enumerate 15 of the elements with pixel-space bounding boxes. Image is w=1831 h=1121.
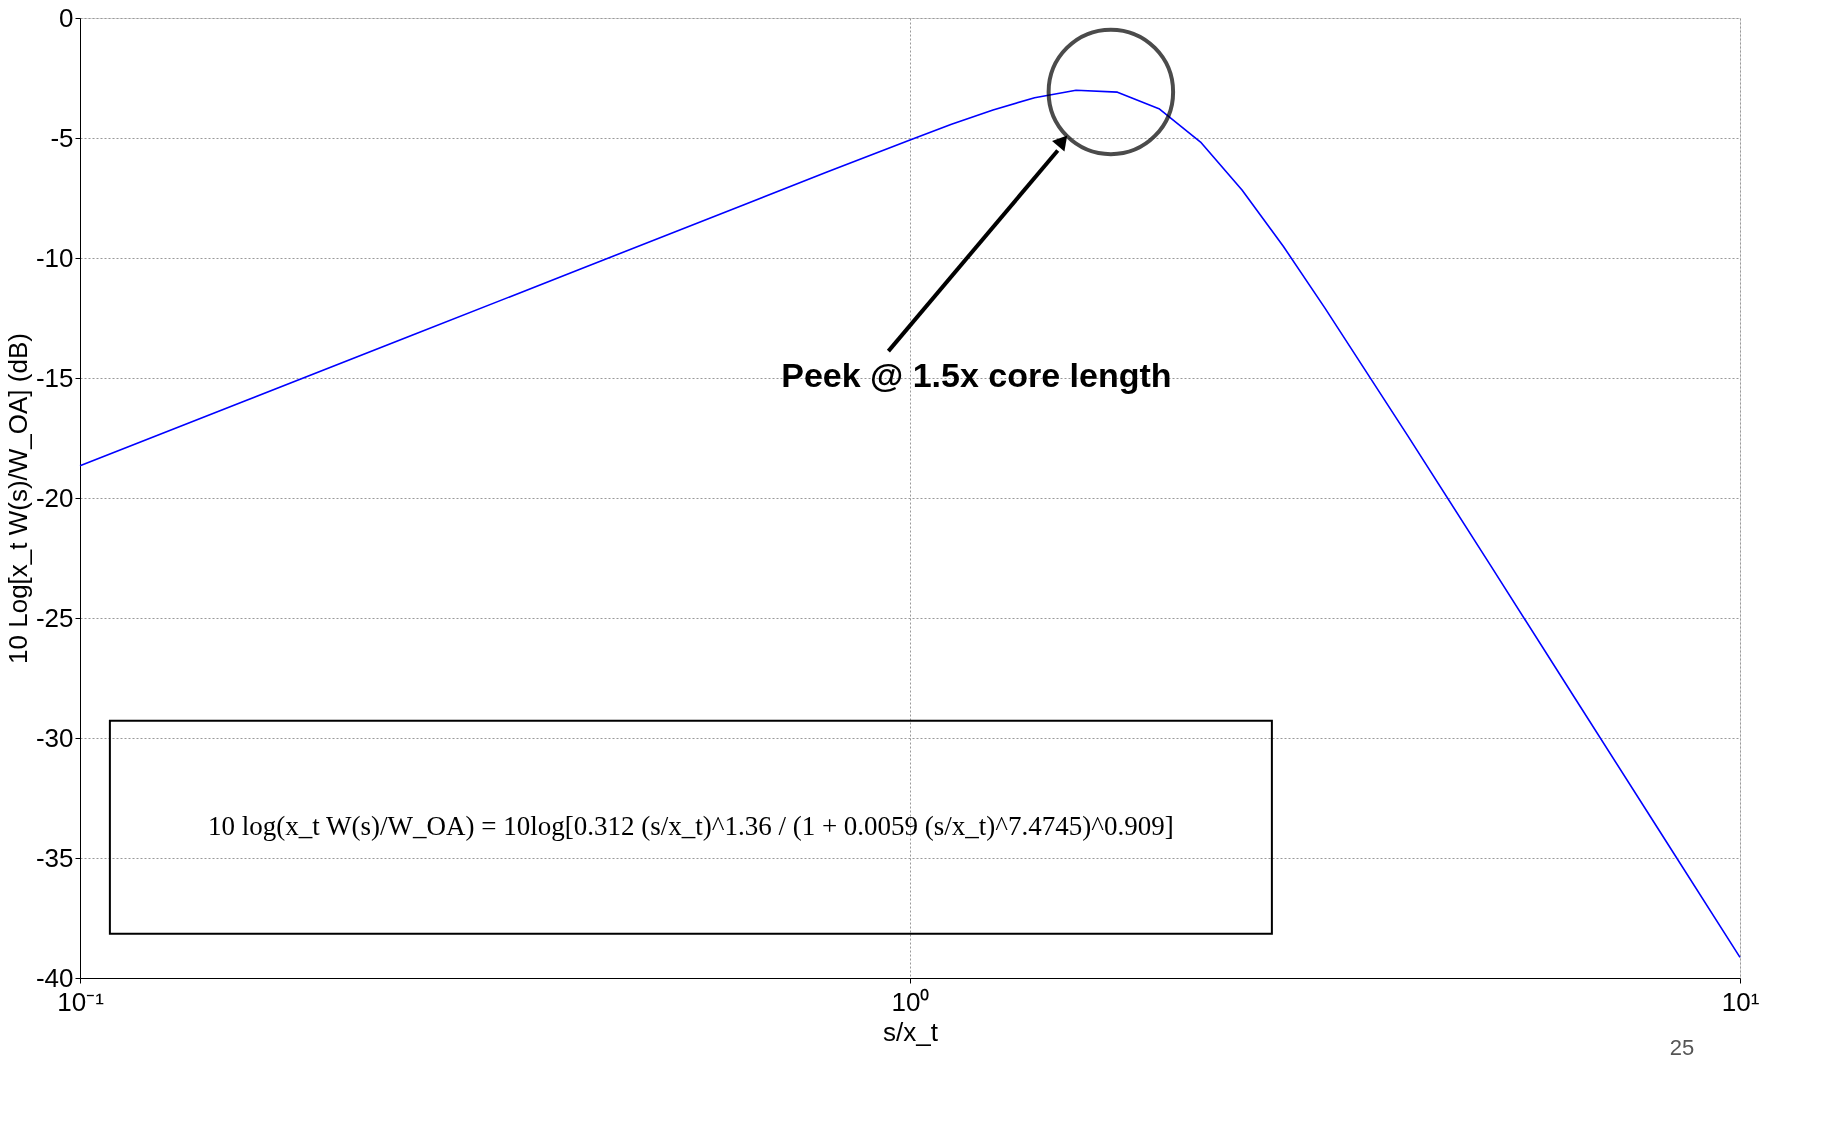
annotation: Peek @ 1.5x core length — [781, 356, 1172, 395]
y-tick-label: 0 — [59, 2, 74, 33]
y-tick-label: -15 — [35, 362, 74, 393]
text: 25 — [1669, 1035, 1695, 1060]
y-tick-label: -5 — [50, 122, 74, 153]
annotation: 10 log(x_t W(s)/W_OA) = 10log[0.312 (s/x_t)^1.36 / (1 + 0.0059 (s/x_t)^7.4745)^0.909] — [208, 811, 1174, 842]
x-tick-label: 10⁰ — [891, 986, 930, 1017]
y-tick-label: -10 — [35, 242, 74, 273]
y-tick-label: -30 — [35, 722, 74, 753]
x-axis-title: s/x_t — [883, 1016, 939, 1047]
y-axis-title: 10 Log[x_t W(s)/W_OA] (dB) — [2, 333, 33, 664]
y-tick-label: -25 — [35, 602, 74, 633]
x-tick-label: 10¹ — [1721, 986, 1760, 1017]
y-tick-label: -20 — [35, 482, 74, 513]
y-tick-label: -35 — [35, 842, 74, 873]
